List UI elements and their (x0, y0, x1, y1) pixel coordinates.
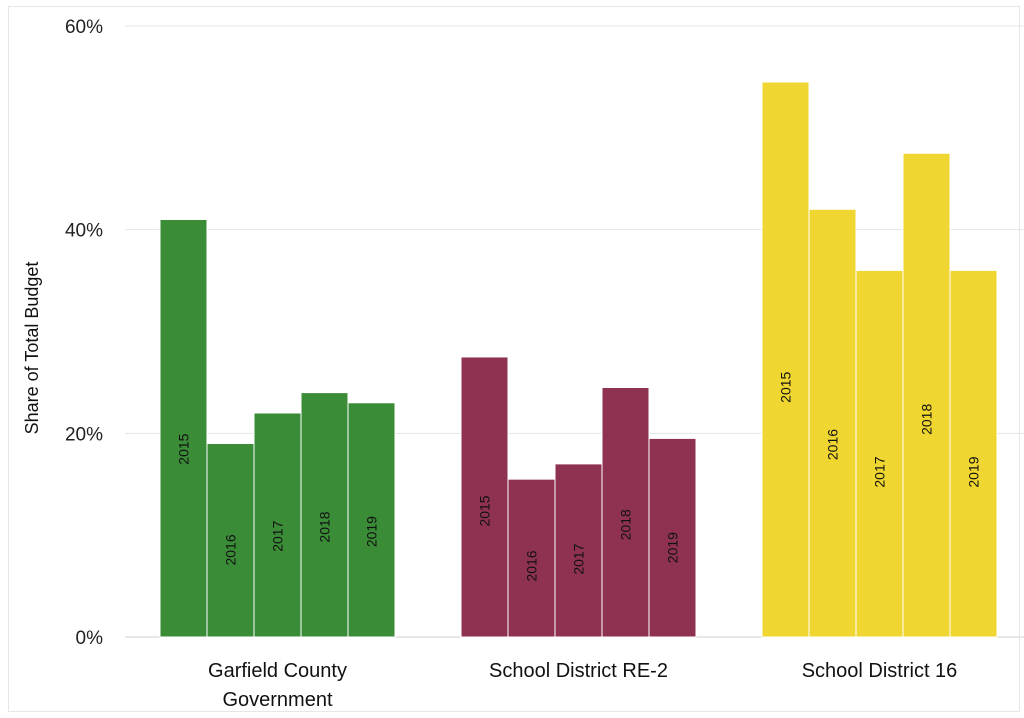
category-label: School District 16 (802, 660, 958, 682)
bar (206, 443, 255, 638)
bar-year-label: 2015 (477, 495, 493, 526)
bar (648, 437, 697, 638)
bar-year-label: 2016 (524, 550, 540, 581)
y-tick-label: 20% (65, 424, 103, 445)
y-tick-label: 60% (65, 17, 103, 38)
y-tick-label: 40% (65, 221, 103, 242)
bar-year-label: 2019 (966, 456, 982, 487)
bar (460, 356, 509, 638)
bar-year-label: 2017 (872, 456, 888, 487)
bar (949, 269, 998, 638)
bar-year-label: 2016 (825, 429, 841, 460)
bar (300, 392, 349, 638)
bars: 2015 2016 2017 2018 2019 2015 2016 2017 2018 2019… (159, 81, 998, 638)
category-label: Government (222, 689, 332, 711)
bar-year-label: 2019 (364, 516, 380, 547)
category-label: Garfield County (208, 660, 347, 682)
bar-year-label: 2017 (571, 543, 587, 574)
bar-year-label: 2017 (270, 520, 286, 551)
bar (507, 478, 556, 638)
bar-year-label: 2018 (919, 404, 935, 435)
bar-year-label: 2015 (176, 433, 192, 464)
bar-year-label: 2016 (223, 534, 239, 565)
y-axis-title: Share of Total Budget (22, 262, 42, 435)
bar (808, 208, 857, 638)
bar (253, 412, 302, 638)
y-tick-label: 0% (76, 628, 104, 649)
bar-year-label: 2015 (778, 371, 794, 402)
bar (159, 218, 208, 638)
category-labels: Garfield County Government School District… (208, 660, 957, 711)
bar-year-label: 2018 (618, 509, 634, 540)
bar (902, 152, 951, 638)
bar-year-label: 2019 (665, 532, 681, 563)
bar-year-label: 2018 (317, 511, 333, 542)
bar (761, 81, 810, 638)
y-axis-ticks: 0% 20% 40% 60% (65, 17, 103, 649)
bar (855, 269, 904, 638)
bar (347, 402, 396, 638)
category-label: School District RE-2 (489, 660, 668, 682)
